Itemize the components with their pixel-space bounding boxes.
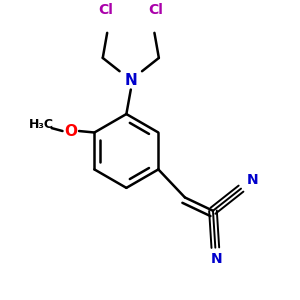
- Text: H₃C: H₃C: [29, 118, 54, 131]
- Text: N: N: [211, 252, 223, 266]
- Text: N: N: [246, 173, 258, 187]
- Text: Cl: Cl: [148, 3, 163, 17]
- Text: O: O: [64, 124, 77, 139]
- Text: N: N: [124, 73, 137, 88]
- Text: Cl: Cl: [98, 3, 113, 17]
